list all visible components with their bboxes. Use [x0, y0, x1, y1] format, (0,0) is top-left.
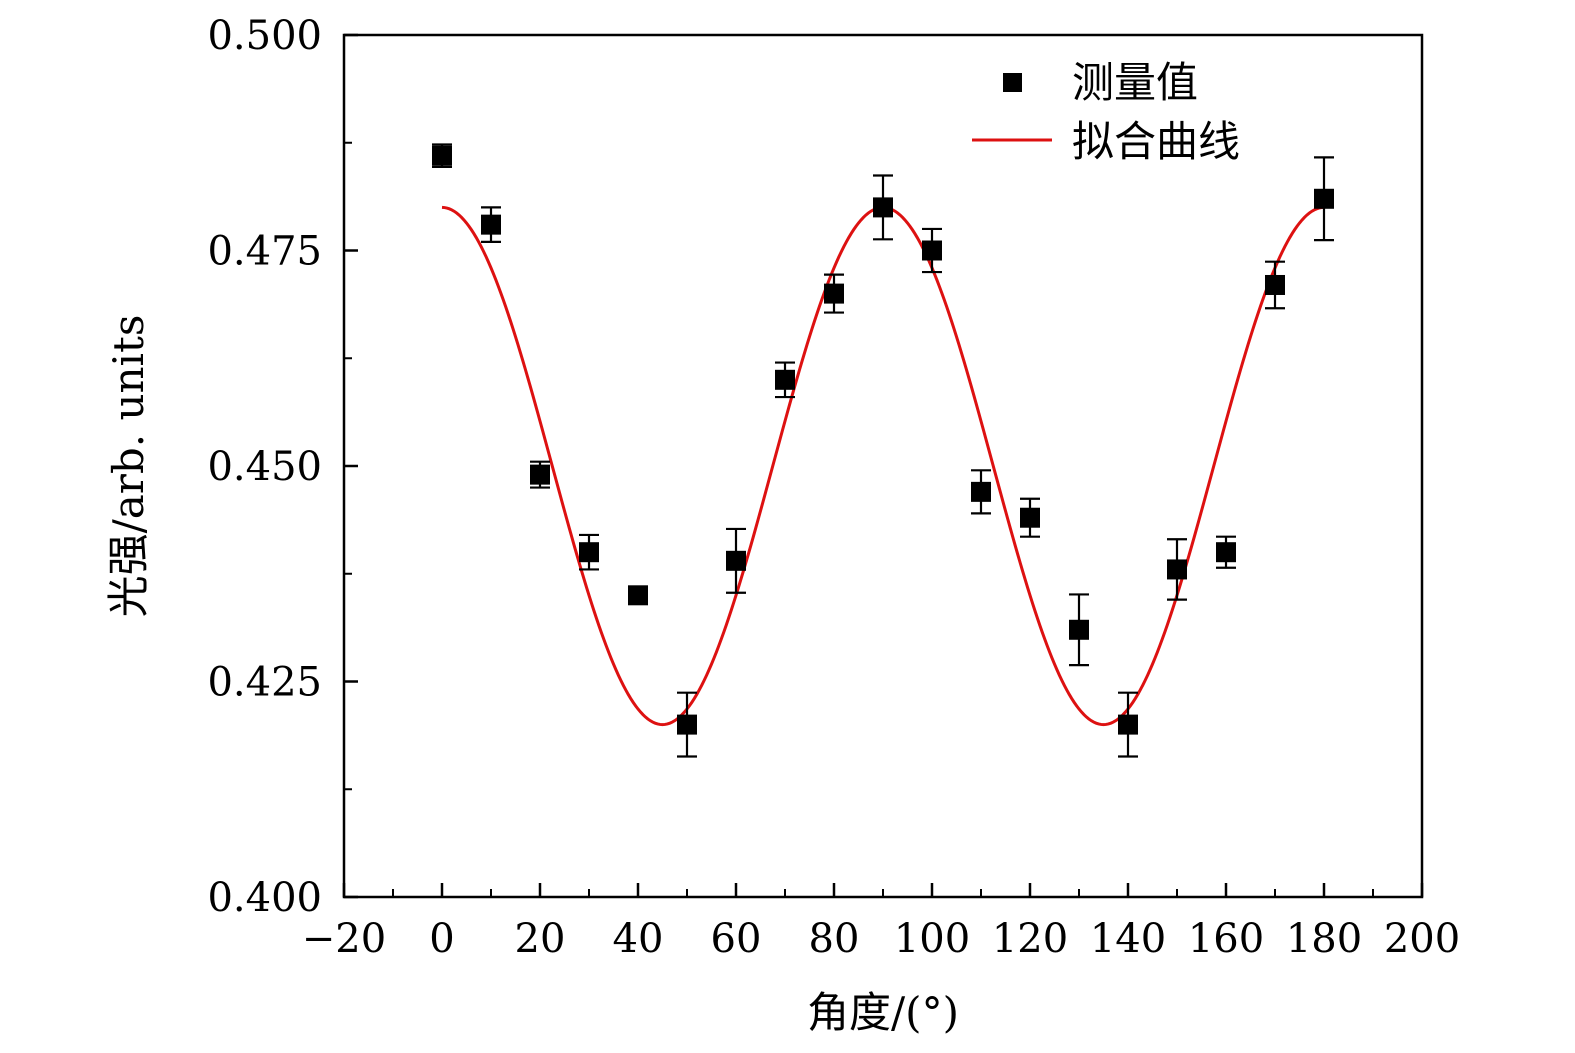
point-marker — [530, 464, 550, 485]
data-point — [1020, 497, 1040, 538]
data-point — [1167, 538, 1187, 601]
y-tick-label: 0.450 — [207, 444, 322, 490]
point-marker — [775, 369, 795, 390]
data-point — [1216, 535, 1236, 569]
point-marker — [432, 145, 452, 166]
x-tick-label: 20 — [515, 916, 566, 962]
point-marker — [628, 585, 648, 606]
data-point — [432, 143, 452, 168]
x-tick-label: 40 — [613, 916, 664, 962]
legend-label-fit: 拟合曲线 — [1072, 117, 1240, 166]
point-marker — [726, 550, 746, 571]
y-axis-title: 光强/arb. units — [104, 315, 153, 618]
point-marker — [481, 214, 501, 235]
point-marker — [1216, 542, 1236, 563]
y-tick-label: 0.475 — [207, 229, 322, 275]
measured-points — [432, 143, 1334, 758]
x-tick-label: 80 — [809, 916, 860, 962]
y-tick-label: 0.500 — [207, 13, 322, 59]
point-marker — [1118, 714, 1138, 735]
x-axis: −20 0 20 40 60 80 100 120 140 160 180 200 — [302, 883, 1460, 962]
data-point — [677, 691, 697, 758]
data-point — [971, 469, 991, 515]
point-marker — [824, 283, 844, 304]
x-tick-label: −20 — [302, 916, 386, 962]
data-point — [1265, 260, 1285, 310]
point-marker — [922, 240, 942, 261]
x-tick-label: 120 — [992, 916, 1068, 962]
data-point — [1314, 156, 1334, 242]
data-point — [726, 527, 746, 594]
data-point — [481, 206, 501, 243]
y-axis: 0.400 0.425 0.450 0.475 0.500 — [207, 13, 358, 921]
point-marker — [1069, 619, 1089, 640]
point-marker — [971, 481, 991, 502]
data-point — [922, 227, 942, 274]
x-tick-label: 60 — [711, 916, 762, 962]
point-marker — [1265, 274, 1285, 295]
point-marker — [873, 197, 893, 218]
y-tick-label: 0.425 — [207, 660, 322, 706]
x-axis-title: 角度/(°) — [807, 988, 959, 1037]
data-point — [1069, 593, 1089, 667]
x-tick-label: 180 — [1286, 916, 1362, 962]
point-marker — [1020, 507, 1040, 528]
point-marker — [677, 714, 697, 735]
point-marker — [1167, 559, 1187, 580]
data-point — [628, 585, 648, 606]
plot-frame — [342, 33, 1424, 899]
data-point — [873, 174, 893, 241]
x-tick-label: 100 — [894, 916, 970, 962]
legend-label-measured: 测量值 — [1072, 58, 1198, 107]
x-tick-label: 140 — [1090, 916, 1166, 962]
x-tick-label: 160 — [1188, 916, 1264, 962]
legend: 测量值 拟合曲线 — [972, 58, 1240, 166]
data-point — [579, 533, 599, 571]
data-point — [824, 273, 844, 314]
x-tick-label: 0 — [429, 916, 454, 962]
point-marker — [1314, 188, 1334, 209]
fit-curve-line — [441, 205, 1325, 727]
legend-marker-measured — [1003, 73, 1022, 92]
x-tick-label: 200 — [1384, 916, 1460, 962]
point-marker — [579, 542, 599, 563]
y-tick-label: 0.400 — [207, 875, 322, 921]
data-point — [530, 460, 550, 489]
data-point — [775, 361, 795, 399]
data-point — [1118, 691, 1138, 758]
